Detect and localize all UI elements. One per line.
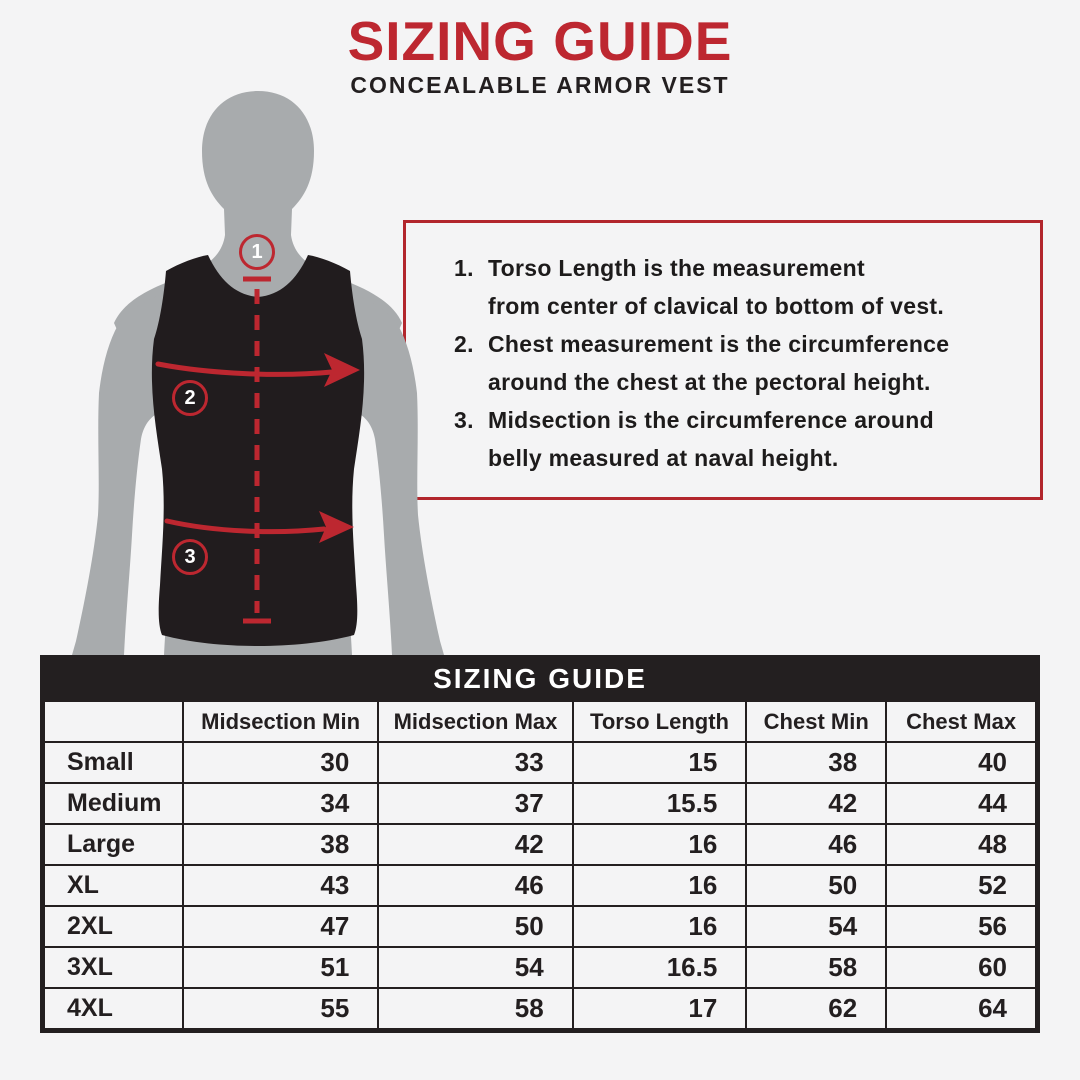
size-label: XL — [43, 864, 184, 907]
marker-2-badge: 2 — [172, 380, 208, 416]
column-header-size — [43, 700, 184, 743]
midsection-min-value: 43 — [181, 864, 380, 907]
midsection-max-value: 37 — [377, 782, 574, 825]
instruction-item-1-line-1: 1. Torso Length is the measurement — [454, 249, 1024, 287]
midsection-min-value: 34 — [181, 782, 380, 825]
measurement-instructions-box: 1. Torso Length is the measurement from … — [403, 220, 1043, 500]
chest-max-value: 40 — [885, 741, 1037, 784]
instruction-item-1-number: 1. — [454, 255, 474, 281]
sizing-table: SIZING GUIDE Midsection Min Midsection M… — [40, 655, 1040, 1033]
column-header-midsection-min: Midsection Min — [181, 700, 380, 743]
table-row: Large 38 42 16 46 48 — [43, 823, 1037, 866]
chest-min-value: 54 — [745, 905, 888, 948]
chest-max-value: 60 — [885, 946, 1037, 989]
torso-length-value: 15.5 — [571, 782, 748, 825]
midsection-max-value: 58 — [377, 987, 574, 1030]
size-label: Small — [43, 741, 184, 784]
midsection-min-value: 47 — [181, 905, 380, 948]
instruction-item-3-line-1: 3. Midsection is the circumference aroun… — [454, 401, 1024, 439]
instruction-item-2-number: 2. — [454, 331, 474, 357]
sizing-table-title: SIZING GUIDE — [43, 658, 1037, 700]
midsection-min-value: 30 — [181, 741, 380, 784]
chest-max-value: 48 — [885, 823, 1037, 866]
size-label: 4XL — [43, 987, 184, 1030]
chest-min-value: 62 — [745, 987, 888, 1030]
page-title: SIZING GUIDE — [347, 10, 733, 72]
midsection-max-value: 46 — [377, 864, 574, 907]
midsection-min-value: 51 — [181, 946, 380, 989]
column-header-midsection-max: Midsection Max — [377, 700, 574, 743]
table-row: XL 43 46 16 50 52 — [43, 864, 1037, 907]
instruction-item-2-text: Chest measurement is the circumference — [488, 331, 950, 357]
torso-length-value: 15 — [571, 741, 748, 784]
torso-length-value: 17 — [571, 987, 748, 1030]
table-row: 2XL 47 50 16 54 56 — [43, 905, 1037, 948]
midsection-min-value: 55 — [181, 987, 380, 1030]
torso-length-value: 16 — [571, 864, 748, 907]
table-header-row: Midsection Min Midsection Max Torso Leng… — [43, 700, 1037, 743]
chest-min-value: 42 — [745, 782, 888, 825]
size-label: 2XL — [43, 905, 184, 948]
chest-max-value: 64 — [885, 987, 1037, 1030]
sizing-table-grid: Midsection Min Midsection Max Torso Leng… — [43, 700, 1037, 1030]
chest-min-value: 58 — [745, 946, 888, 989]
marker-3-number: 3 — [184, 545, 196, 568]
midsection-max-value: 33 — [377, 741, 574, 784]
table-row: Small 30 33 15 38 40 — [43, 741, 1037, 784]
vest-measurement-figure: 1 2 3 — [40, 85, 470, 655]
table-row: 3XL 51 54 16.5 58 60 — [43, 946, 1037, 989]
torso-length-value: 16 — [571, 823, 748, 866]
torso-length-dashed-line — [243, 276, 271, 624]
column-header-torso-length: Torso Length — [571, 700, 748, 743]
midsection-max-value: 42 — [377, 823, 574, 866]
instruction-item-2-line-2: around the chest at the pectoral height. — [488, 369, 931, 395]
midsection-min-value: 38 — [181, 823, 380, 866]
marker-3-badge: 3 — [172, 539, 208, 575]
midsection-measure-arrow — [164, 511, 354, 543]
chest-max-value: 56 — [885, 905, 1037, 948]
chest-min-value: 46 — [745, 823, 888, 866]
midsection-max-value: 50 — [377, 905, 574, 948]
chest-min-value: 50 — [745, 864, 888, 907]
instruction-item-3-number: 3. — [454, 407, 474, 433]
size-label: Large — [43, 823, 184, 866]
table-row: 4XL 55 58 17 62 64 — [43, 987, 1037, 1030]
figure-illustration — [72, 91, 444, 655]
marker-1-badge: 1 — [239, 234, 275, 270]
table-row: Medium 34 37 15.5 42 44 — [43, 782, 1037, 825]
instruction-item-3-line-2: belly measured at naval height. — [488, 445, 839, 471]
instruction-item-1-text: Torso Length is the measurement — [488, 255, 865, 281]
column-header-chest-min: Chest Min — [745, 700, 888, 743]
instruction-item-3-text: Midsection is the circumference around — [488, 407, 934, 433]
chest-max-value: 52 — [885, 864, 1037, 907]
header: SIZING GUIDE CONCEALABLE ARMOR VEST — [0, 14, 1080, 97]
marker-1-number: 1 — [251, 240, 263, 263]
instruction-item-1-line-2: from center of clavical to bottom of ves… — [488, 293, 945, 319]
instruction-item-2-line-1: 2. Chest measurement is the circumferenc… — [454, 325, 1024, 363]
chest-max-value: 44 — [885, 782, 1037, 825]
torso-length-value: 16.5 — [571, 946, 748, 989]
column-header-chest-max: Chest Max — [885, 700, 1037, 743]
chest-measure-arrow — [155, 353, 360, 387]
size-label: Medium — [43, 782, 184, 825]
midsection-max-value: 54 — [377, 946, 574, 989]
torso-length-value: 16 — [571, 905, 748, 948]
marker-2-number: 2 — [184, 386, 196, 409]
size-label: 3XL — [43, 946, 184, 989]
page-subtitle: CONCEALABLE ARMOR VEST — [350, 72, 730, 98]
chest-min-value: 38 — [745, 741, 888, 784]
